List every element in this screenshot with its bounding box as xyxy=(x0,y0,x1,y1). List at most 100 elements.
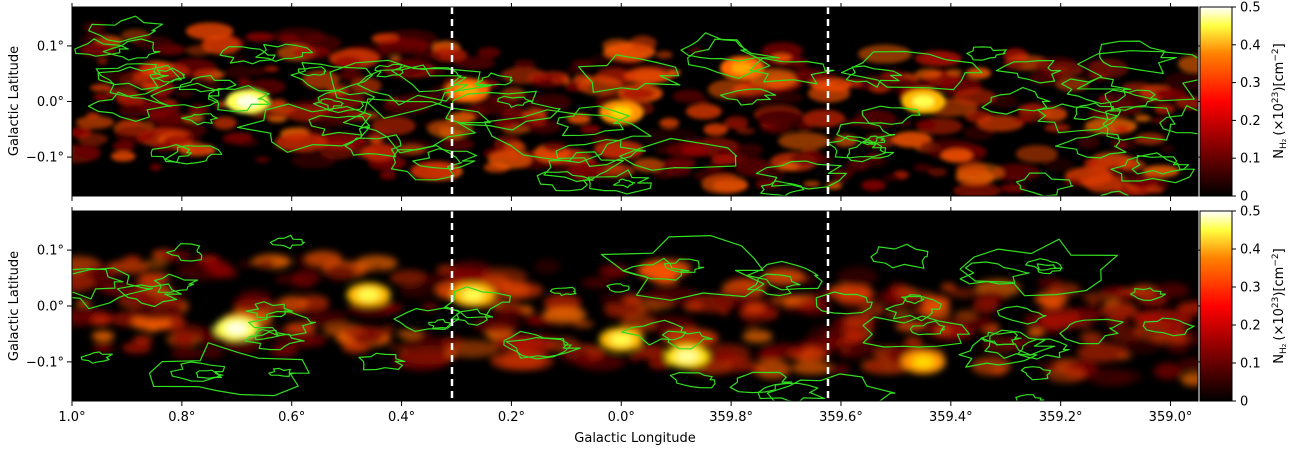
contour-line xyxy=(74,38,129,57)
heatmap-cell xyxy=(1088,58,1129,79)
contour-line xyxy=(178,74,237,93)
heatmap-cell xyxy=(949,288,977,298)
contour-line xyxy=(181,113,219,126)
heatmap-cell xyxy=(762,268,806,286)
heatmap-cell xyxy=(846,158,869,172)
heatmap-cell xyxy=(1160,145,1175,153)
contour-line xyxy=(747,273,801,297)
heatmap-feature xyxy=(731,62,754,75)
heatmap-cell xyxy=(1113,142,1128,149)
heatmap-cell xyxy=(339,69,362,81)
heatmap-cell xyxy=(172,324,204,340)
heatmap-cell xyxy=(711,154,737,166)
heatmap-cell xyxy=(914,50,962,67)
heatmap-cell xyxy=(86,112,100,119)
contour-line xyxy=(80,351,113,364)
contour-line xyxy=(88,15,163,43)
heatmap-feature xyxy=(236,95,259,108)
heatmap-cell xyxy=(621,87,655,100)
heatmap-cell xyxy=(628,35,657,52)
contour-line xyxy=(153,273,199,293)
heatmap-cell xyxy=(895,320,926,332)
top-colorbar-gradient xyxy=(1199,6,1233,197)
contour-line xyxy=(720,88,777,106)
heatmap-cell xyxy=(681,145,709,158)
heatmap-cell xyxy=(661,157,697,169)
heatmap-cell xyxy=(264,66,279,72)
contour-line xyxy=(1036,263,1062,275)
x-tick-label: 359.8° xyxy=(709,410,753,425)
heatmap-cell xyxy=(915,68,942,79)
heatmap-cell xyxy=(292,269,321,285)
heatmap-cell xyxy=(661,328,719,348)
heatmap-cell xyxy=(927,167,948,177)
contour-line xyxy=(269,234,305,250)
colorbar-tick-label: 0 xyxy=(1240,395,1248,410)
top-colorbar: 0 0.1 0.2 0.3 0.4 0.5 NH₂(×1023)[cm−2] xyxy=(1199,1,1289,205)
heatmap-cell xyxy=(913,163,932,172)
contour-line xyxy=(1025,258,1063,271)
x-tick-label: 0.6° xyxy=(278,410,305,425)
colorbar-tick-label: 0 xyxy=(1240,190,1248,205)
colorbar-tick-label: 0.1 xyxy=(1240,152,1261,167)
heatmap-cell xyxy=(379,171,397,180)
colorbar-tick-label: 0.3 xyxy=(1240,281,1261,296)
heatmap-cell xyxy=(91,331,115,342)
heatmap-cell xyxy=(487,150,532,169)
contour-line xyxy=(543,151,624,183)
contour-line xyxy=(290,62,373,92)
heatmap-cell xyxy=(1155,88,1187,100)
heatmap-cell xyxy=(1015,145,1058,163)
heatmap-cell xyxy=(723,357,757,371)
bottom-x-axis: 1.0° 0.8° 0.6° 0.4° 0.2° 0.0° 359.8° 359.6° 359.… xyxy=(58,207,1192,425)
heatmap-cell xyxy=(75,300,91,307)
heatmap-cell xyxy=(440,137,475,151)
colorbar-tick-label: 0.3 xyxy=(1240,76,1261,91)
heatmap-feature xyxy=(610,333,633,346)
heatmap-feature xyxy=(610,106,633,119)
heatmap-cell xyxy=(581,277,613,289)
heatmap-cell xyxy=(991,94,1018,109)
heatmap-cell xyxy=(778,162,800,171)
contour-line xyxy=(687,38,781,79)
heatmap-cell xyxy=(108,259,149,274)
heatmap-cell xyxy=(200,326,217,335)
heatmap-cell xyxy=(170,348,199,359)
contour-line xyxy=(981,87,1051,115)
top-colorbar-label: NH₂(×1023)[cm−2] xyxy=(1271,43,1289,158)
heatmap-cell xyxy=(427,119,474,139)
heatmap-cell xyxy=(1117,353,1132,360)
contour-line xyxy=(1159,105,1198,135)
heatmap-cell xyxy=(1162,327,1185,336)
contour-line xyxy=(549,286,577,297)
contour-line xyxy=(680,32,758,62)
heatmap-cell xyxy=(1002,59,1025,70)
colorbar-tick-label: 0.2 xyxy=(1240,114,1261,129)
heatmap-cell xyxy=(368,135,383,144)
bottom-heatmap xyxy=(72,249,1198,387)
heatmap-cell xyxy=(249,67,266,76)
heatmap-cell xyxy=(493,118,515,130)
heatmap-cell xyxy=(449,260,493,280)
contour-line xyxy=(606,283,630,293)
heatmap-cell xyxy=(896,120,912,127)
contour-line xyxy=(757,382,826,401)
heatmap-cell xyxy=(441,336,465,350)
contour-line xyxy=(980,331,1022,346)
heatmap-cell xyxy=(110,151,136,162)
heatmap-cell xyxy=(137,276,163,287)
heatmap-cell xyxy=(580,124,601,134)
x-tick-label: 359.6° xyxy=(819,410,863,425)
heatmap-cell xyxy=(915,119,937,130)
x-axis-title: Galactic Longitude xyxy=(574,431,695,446)
heatmap-cell xyxy=(303,310,337,322)
heatmap-cell xyxy=(844,313,873,328)
heatmap-cell xyxy=(513,59,536,69)
heatmap-cell xyxy=(802,109,846,128)
heatmap-cell xyxy=(572,320,594,328)
contour-line xyxy=(344,134,402,158)
heatmap-cell xyxy=(833,134,858,147)
contour-line xyxy=(1142,317,1195,337)
heatmap-cell xyxy=(625,67,668,85)
heatmap-cell xyxy=(131,303,183,320)
